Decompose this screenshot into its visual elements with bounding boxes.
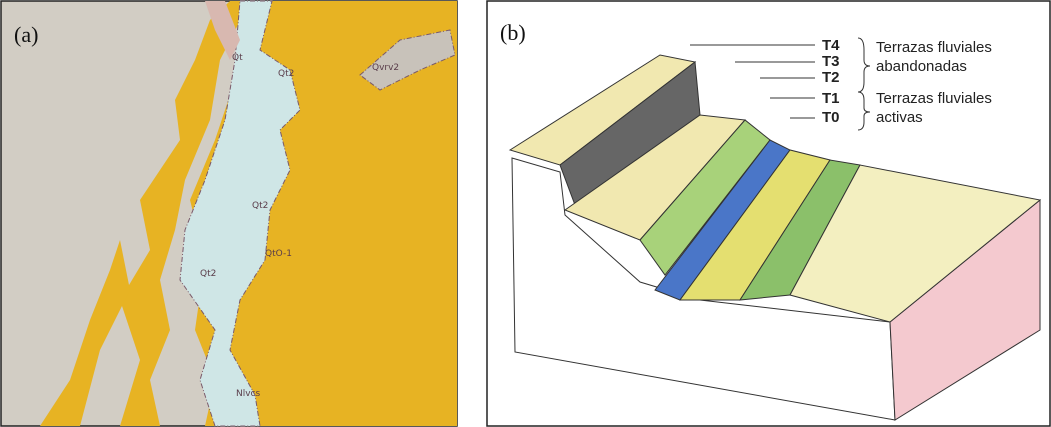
map-label: Qvrv2 [372, 63, 399, 73]
map-label: Qt2 [200, 269, 216, 279]
map-label: Nlvcs [236, 389, 261, 399]
map-label: QtO-1 [265, 249, 292, 259]
terrace-label: T1 [822, 90, 840, 107]
map-label: Qt2 [278, 69, 294, 79]
terrace-label: T4 [822, 37, 840, 54]
group-label: abandonadas [876, 58, 967, 75]
map-label: Qt [232, 53, 243, 63]
map-label: Qt2 [252, 201, 268, 211]
panel-label: (a) [14, 22, 38, 47]
group-label: activas [876, 109, 923, 126]
group-label: Terrazas fluviales [876, 90, 992, 107]
group-label: Terrazas fluviales [876, 39, 992, 56]
terrace-label: T2 [822, 69, 840, 86]
figure-canvas: (a) (b) Qt Qt2 Qvrv2 Qt2 QtO-1 Qt2 Nlvcs T4T3T2… [0, 0, 1051, 427]
panel-label: (b) [500, 20, 526, 45]
figure: (a) (b) Qt Qt2 Qvrv2 Qt2 QtO-1 Qt2 Nlvcs T4T3T2… [0, 0, 1051, 427]
terrace-label: T0 [822, 109, 840, 126]
terrace-label: T3 [822, 53, 840, 70]
